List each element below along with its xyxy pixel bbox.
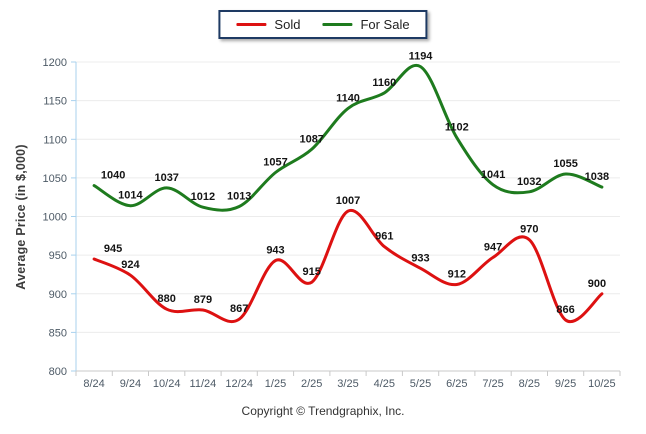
x-tick-label: 9/25 xyxy=(555,378,576,390)
y-tick-label: 1150 xyxy=(43,96,67,108)
data-label: 1160 xyxy=(372,77,396,89)
data-label: 947 xyxy=(484,241,502,253)
x-tick-label: 11/24 xyxy=(190,378,217,390)
data-label: 880 xyxy=(158,293,176,305)
x-tick-label: 5/25 xyxy=(410,378,431,390)
data-label: 1014 xyxy=(118,190,143,202)
data-label: 1040 xyxy=(101,170,125,182)
y-tick-label: 950 xyxy=(49,250,67,262)
gridlines xyxy=(76,61,620,333)
x-tick-label: 2/25 xyxy=(301,378,322,390)
legend-item-for-sale: For Sale xyxy=(322,17,410,32)
data-label: 943 xyxy=(266,245,284,257)
data-label: 1087 xyxy=(299,133,323,145)
y-tick-label: 850 xyxy=(49,327,67,339)
x-tick-label: 10/24 xyxy=(153,378,181,390)
y-tick-label: 800 xyxy=(49,366,67,378)
data-label: 924 xyxy=(121,259,140,271)
data-label: 1057 xyxy=(263,157,287,169)
data-label: 1032 xyxy=(517,176,541,188)
sold-line-swatch xyxy=(236,23,267,26)
data-label: 912 xyxy=(448,269,466,281)
data-label: 1037 xyxy=(154,172,178,184)
series-line xyxy=(92,63,604,212)
data-label: 879 xyxy=(194,294,212,306)
data-label: 1041 xyxy=(481,169,505,181)
data-label: 915 xyxy=(303,266,321,278)
series-for-sale: 1040 1014 1037 1012 1013 1057 1087 1140 1160 1194… xyxy=(92,51,609,212)
copyright-text: Copyright © Trendgraphix, Inc. xyxy=(241,404,405,418)
data-label: 961 xyxy=(375,231,393,243)
x-tick-label: 9/24 xyxy=(120,378,141,390)
y-tick-label: 1100 xyxy=(43,134,67,146)
y-tick-label: 1200 xyxy=(43,57,67,69)
x-tick-label: 3/25 xyxy=(337,378,358,390)
data-label: 1013 xyxy=(227,191,251,203)
data-label: 945 xyxy=(104,243,122,255)
data-label: 1102 xyxy=(445,122,469,134)
x-tick-label: 6/25 xyxy=(446,378,467,390)
legend-item-sold: Sold xyxy=(236,17,300,32)
data-label: 900 xyxy=(588,278,606,290)
x-tick-label: 10/25 xyxy=(588,378,616,390)
data-label: 970 xyxy=(520,224,538,236)
x-tick-label: 8/25 xyxy=(519,378,540,390)
series-sold: 945 924 880 879 867 943 915 1007 961 933 912 947 970… xyxy=(92,195,606,324)
data-label: 867 xyxy=(230,303,248,315)
series-line xyxy=(92,209,604,324)
x-axis: 8/24 9/24 10/24 11/24 12/24 1/25 2/25 3/25 4/25 5… xyxy=(75,370,621,390)
x-tick-label: 7/25 xyxy=(482,378,503,390)
y-tick-label: 900 xyxy=(49,289,67,301)
x-tick-label: 4/25 xyxy=(374,378,395,390)
y-axis: 800 850 900 950 1000 1050 1100 1150 1200 xyxy=(43,57,77,378)
legend-label-sold: Sold xyxy=(274,17,301,32)
legend-label-for-sale: For Sale xyxy=(360,17,410,32)
for-sale-line-swatch xyxy=(322,23,353,26)
y-tick-label: 1000 xyxy=(43,212,67,224)
data-label: 1007 xyxy=(336,195,360,207)
data-label: 1012 xyxy=(191,191,215,203)
data-label: 933 xyxy=(411,252,429,264)
chart-legend: Sold For Sale xyxy=(218,10,428,39)
data-label: 866 xyxy=(556,304,574,316)
x-tick-label: 8/24 xyxy=(83,378,104,390)
x-tick-label: 12/24 xyxy=(225,378,253,390)
x-tick-label: 1/25 xyxy=(265,378,286,390)
data-label: 1038 xyxy=(585,171,609,183)
data-label: 1194 xyxy=(409,51,434,63)
data-label: 1055 xyxy=(553,158,577,170)
data-label: 1140 xyxy=(336,92,360,104)
y-tick-label: 1050 xyxy=(43,173,67,185)
